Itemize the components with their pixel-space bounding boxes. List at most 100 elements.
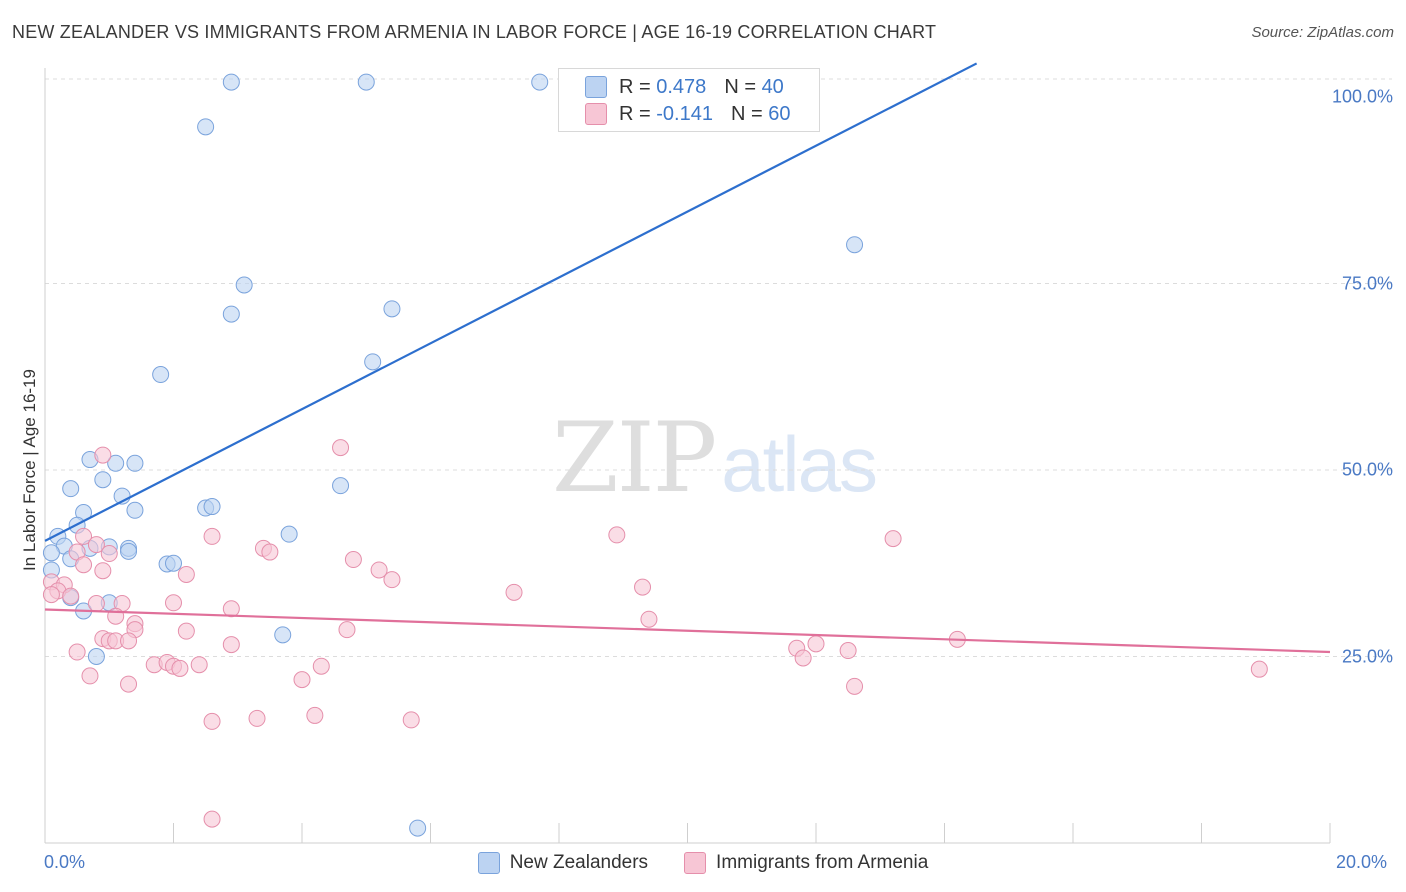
new-zealander-trend-line — [44, 62, 978, 542]
y-tick-label: 25.0% — [1341, 646, 1393, 666]
armenia-point — [248, 709, 266, 727]
armenia-point — [203, 810, 221, 828]
armenia-point — [1250, 660, 1268, 678]
legend-swatch-blue — [585, 76, 607, 98]
new-zealander-point — [846, 236, 864, 254]
legend-swatch-blue — [477, 852, 500, 874]
armenia-point — [608, 526, 626, 544]
armenia-point — [383, 571, 401, 589]
legend-row-new-zealanders: R = 0.478 N = 40 — [585, 74, 784, 100]
points-layer — [42, 73, 1268, 837]
armenia-point — [640, 610, 658, 628]
series-legend: New Zealanders Immigrants from Armenia — [0, 852, 1406, 874]
new-zealander-point — [357, 73, 375, 91]
new-zealander-point — [280, 525, 298, 543]
legend-item-armenia: Immigrants from Armenia — [684, 852, 928, 874]
legend-swatch-pink — [684, 852, 707, 874]
armenia-point — [634, 578, 652, 596]
axis-layer — [44, 68, 1331, 844]
armenia-point — [120, 675, 138, 693]
legend-item-new-zealanders: New Zealanders — [477, 852, 648, 874]
legend-r-value: -0.141 — [656, 102, 713, 125]
legend-row-armenia: R = -0.141 N = 60 — [585, 101, 790, 127]
armenia-point — [177, 622, 195, 640]
source-label: Source: ZipAtlas.com — [1251, 24, 1394, 41]
armenia-point — [42, 586, 60, 604]
watermark-atlas: atlas — [721, 420, 878, 508]
armenia-point — [62, 587, 80, 605]
armenia-point — [94, 562, 112, 580]
new-zealander-point — [197, 118, 215, 136]
new-zealander-point — [120, 542, 138, 560]
armenia-point — [261, 543, 279, 561]
x-tick-label-min: 0.0% — [44, 852, 86, 872]
legend-n-label: N = — [730, 102, 763, 125]
new-zealander-point — [364, 353, 382, 371]
new-zealander-point — [126, 501, 144, 519]
new-zealander-point — [531, 73, 549, 91]
new-zealander-point — [332, 477, 350, 495]
armenia-point — [75, 527, 93, 545]
armenia-point — [165, 594, 182, 612]
new-zealander-point — [42, 544, 60, 562]
new-zealander-point — [126, 454, 144, 472]
legend-n-label: N = — [724, 75, 756, 98]
new-zealander-point — [409, 819, 427, 837]
grid-layer — [45, 78, 1392, 657]
armenia-point — [505, 583, 523, 601]
chart-title: NEW ZEALANDER VS IMMIGRANTS FROM ARMENIA… — [12, 22, 937, 42]
armenia-point — [171, 659, 189, 677]
armenia-point — [203, 527, 221, 545]
armenia-point — [846, 677, 864, 695]
armenia-point — [312, 657, 330, 675]
y-axis-title: In Labor Force | Age 16-19 — [20, 369, 39, 571]
armenia-point — [94, 446, 112, 464]
y-tick-label: 100.0% — [1331, 86, 1393, 107]
watermark-zip: ZIP — [552, 402, 717, 514]
new-zealander-point — [222, 305, 240, 323]
armenia-point — [338, 621, 356, 639]
legend-r-label: R = — [619, 75, 651, 98]
new-zealander-point — [222, 73, 240, 91]
armenia-point — [81, 667, 99, 685]
legend-n-value: 60 — [768, 102, 791, 125]
new-zealander-point — [165, 554, 182, 572]
armenia-point — [203, 712, 221, 730]
new-zealander-point — [87, 648, 105, 665]
trend-layer — [44, 62, 1331, 654]
legend-swatch-pink — [585, 103, 607, 125]
new-zealander-point — [274, 626, 292, 644]
armenia-point — [222, 636, 240, 654]
armenia-point — [87, 536, 105, 554]
armenia-point — [87, 595, 105, 613]
y-tick-label: 75.0% — [1341, 273, 1393, 293]
armenia-point — [120, 632, 138, 650]
new-zealander-point — [62, 480, 80, 498]
legend-label: Immigrants from Armenia — [716, 852, 929, 873]
armenia-point — [68, 643, 86, 661]
new-zealander-point — [107, 454, 125, 472]
armenia-point — [332, 439, 350, 457]
armenia-point — [222, 600, 240, 618]
new-zealander-point — [94, 471, 112, 489]
armenia-point — [190, 656, 208, 674]
armenia-point — [75, 556, 93, 574]
legend-n-value: 40 — [761, 75, 784, 98]
new-zealander-point — [235, 276, 253, 294]
new-zealander-point — [383, 300, 401, 318]
armenia-point — [293, 671, 311, 689]
legend-r-label: R = — [619, 102, 651, 125]
new-zealander-point — [152, 366, 170, 384]
armenia-point — [402, 711, 420, 729]
armenia-trend-line — [44, 608, 1331, 654]
armenia-point — [177, 565, 195, 583]
armenia-point — [100, 545, 118, 563]
armenia-point — [370, 561, 388, 579]
correlation-legend: R = 0.478 N = 40 R = -0.141 N = 60 — [558, 68, 820, 132]
watermark: ZIPatlas — [552, 402, 878, 514]
armenia-point — [344, 551, 362, 569]
x-tick-label-max: 20.0% — [1336, 852, 1388, 872]
armenia-point — [884, 530, 902, 548]
armenia-point — [839, 642, 857, 660]
new-zealander-point — [203, 498, 221, 516]
